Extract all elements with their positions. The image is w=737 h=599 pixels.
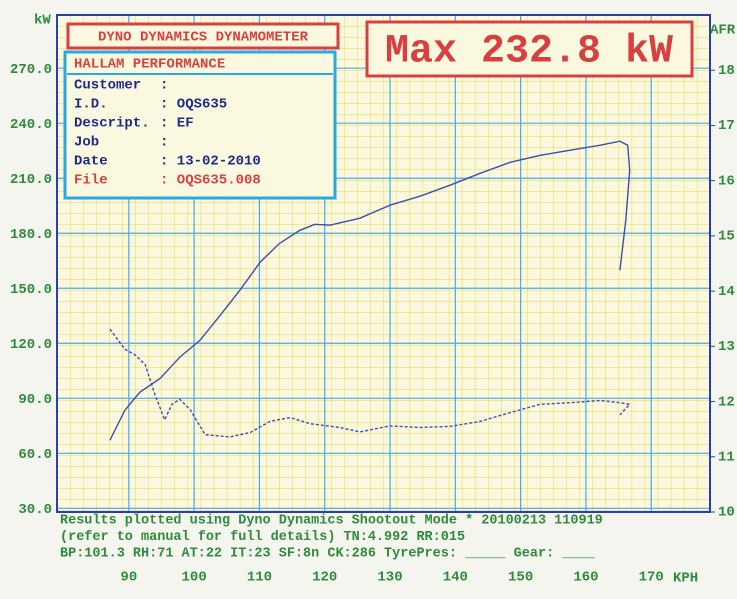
info-label: Descript. (74, 116, 150, 132)
x-tick-label: 130 (377, 570, 402, 586)
y2-tick-label: 12 (718, 394, 735, 410)
info-value: : (160, 135, 168, 151)
data-line (109, 140, 631, 441)
note: (refer to manual for full details) TN:4.… (60, 530, 465, 545)
y2-tick-label: 15 (718, 229, 735, 245)
info-value: : 13-02-2010 (160, 154, 261, 170)
data-line (109, 328, 632, 438)
x-tick-label: 150 (508, 570, 533, 586)
y-tick-label: 90.0 (18, 392, 52, 408)
y2-tick-label: 13 (718, 339, 735, 355)
info-value: : OQS635 (160, 97, 227, 113)
info-label: I.D. (74, 97, 108, 113)
y-tick-label: 240.0 (10, 117, 52, 133)
info-label: Customer (74, 78, 141, 94)
y-tick-label: 270.0 (10, 62, 52, 78)
y2-tick-label: 17 (718, 118, 735, 134)
y2-tick-label: 11 (718, 449, 735, 465)
y-tick-label: 210.0 (10, 172, 52, 188)
x-tick-label: 100 (182, 570, 207, 586)
note: BP:101.3 RH:71 AT:22 IT:23 SF:8n CK:286 … (60, 547, 596, 562)
x-tick-label: 170 (639, 570, 664, 586)
x-tick-label: 140 (443, 570, 468, 586)
y-tick-label: 30.0 (18, 502, 52, 518)
y2-tick-label: 10 (718, 505, 735, 521)
x-axis-label: KPH (673, 571, 698, 587)
y2-tick-label: 14 (718, 284, 735, 300)
header-box (66, 22, 340, 50)
company: HALLAM PERFORMANCE (74, 57, 225, 73)
x-tick-label: 110 (247, 570, 272, 586)
y-tick-label: 120.0 (10, 337, 52, 353)
info-value: : OQS635.008 (160, 173, 261, 189)
note: Results plotted using Dyno Dynamics Shoo… (60, 514, 603, 529)
header: DYNO DYNAMICS DYNAMOMETER (98, 30, 309, 46)
info-label: Job (74, 135, 99, 151)
info-box (63, 50, 337, 200)
y-axis-label: kW (34, 13, 51, 29)
info-value: : (160, 78, 168, 94)
y-tick-label: 60.0 (18, 447, 52, 463)
info-label: File (74, 173, 108, 189)
x-tick-label: 120 (312, 570, 337, 586)
x-tick-label: 90 (120, 570, 137, 586)
y-tick-label: 180.0 (10, 227, 52, 243)
x-tick-label: 160 (573, 570, 598, 586)
info-value: : EF (160, 116, 194, 132)
max-title: Max 232.8 kW (385, 30, 673, 75)
y-tick-label: 150.0 (10, 282, 52, 298)
info-label: Date (74, 154, 108, 170)
max-box (365, 20, 694, 78)
y2-tick-label: 16 (718, 173, 735, 189)
plot-frame (56, 14, 711, 513)
y2-axis-label: AFR (710, 23, 736, 39)
y2-tick-label: 18 (718, 63, 735, 79)
